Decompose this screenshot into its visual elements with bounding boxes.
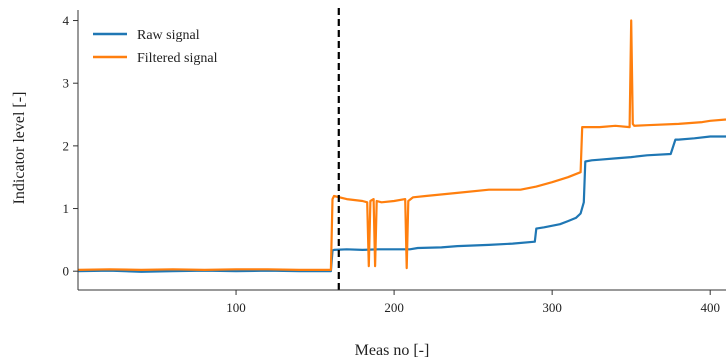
series-line-raw-signal [77, 135, 726, 273]
y-axis-title: Indicator level [-] [11, 92, 28, 205]
series-line-filtered-signal [77, 19, 726, 271]
y-tick-label: 2 [63, 138, 70, 153]
legend-label: Raw signal [137, 28, 200, 43]
legend: Raw signal Filtered signal [93, 28, 218, 66]
x-axis-title: Meas no [-] [355, 342, 430, 359]
legend-label: Filtered signal [137, 51, 218, 66]
axes: 0 1 2 3 4 100 200 300 400 [63, 10, 726, 315]
y-tick-label: 4 [63, 13, 70, 28]
y-tick-label: 1 [63, 201, 70, 216]
y-tick-label: 0 [63, 264, 70, 279]
x-tick-label: 300 [542, 300, 562, 315]
x-tick-label: 100 [226, 300, 246, 315]
y-tick-label: 3 [63, 76, 70, 91]
plot-area [77, 8, 726, 290]
x-tick-label: 200 [384, 300, 404, 315]
x-tick-label: 400 [700, 300, 720, 315]
